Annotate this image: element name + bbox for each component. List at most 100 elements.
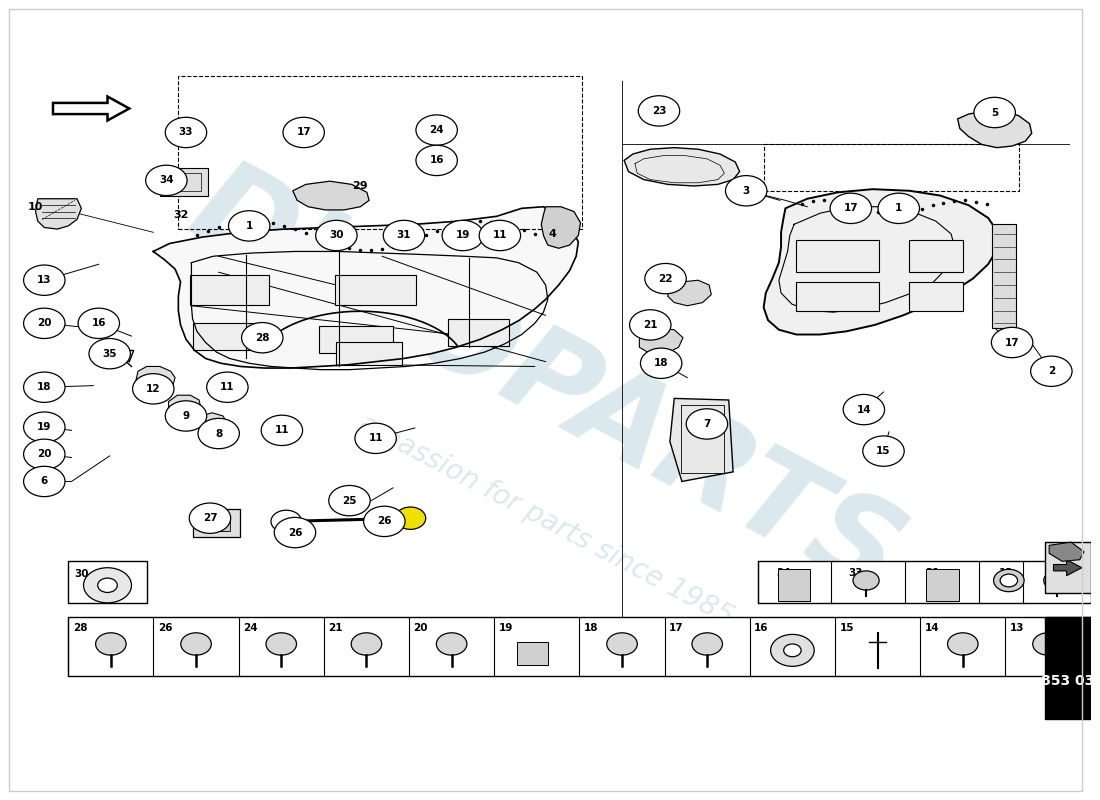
Text: 23: 23 (651, 106, 667, 116)
Text: 15: 15 (839, 623, 854, 633)
Text: 7: 7 (703, 419, 711, 429)
FancyBboxPatch shape (160, 169, 208, 195)
Polygon shape (1049, 542, 1084, 562)
Text: 17: 17 (1004, 338, 1020, 347)
Bar (68, 618, 1090, 675)
Text: 31: 31 (397, 230, 411, 241)
Text: 21: 21 (328, 623, 343, 633)
Polygon shape (1054, 560, 1082, 576)
Text: 16: 16 (91, 318, 106, 328)
Text: 20: 20 (37, 318, 52, 328)
Text: 34: 34 (777, 568, 791, 578)
Text: 18: 18 (37, 382, 52, 392)
Polygon shape (168, 395, 201, 424)
Text: 12: 12 (146, 384, 161, 394)
Bar (796, 282, 879, 310)
Text: 14: 14 (925, 623, 939, 633)
Circle shape (198, 418, 240, 449)
Text: 33: 33 (848, 568, 864, 578)
Text: 853 03: 853 03 (1041, 674, 1094, 687)
Circle shape (180, 633, 211, 655)
Circle shape (364, 506, 405, 537)
Text: 22: 22 (658, 274, 673, 284)
Circle shape (416, 115, 458, 146)
Text: 14: 14 (857, 405, 871, 414)
Polygon shape (639, 328, 683, 354)
Bar (992, 224, 1016, 328)
Circle shape (395, 507, 426, 530)
Text: 1: 1 (245, 221, 253, 231)
Circle shape (23, 466, 65, 497)
Text: 13: 13 (37, 275, 52, 286)
Text: 16: 16 (755, 623, 769, 633)
Bar (1045, 618, 1090, 719)
Circle shape (96, 633, 126, 655)
Text: 5: 5 (991, 107, 999, 118)
Circle shape (23, 412, 65, 442)
Text: 26: 26 (288, 527, 302, 538)
Text: 1: 1 (895, 203, 902, 214)
Text: 27: 27 (202, 513, 218, 523)
Circle shape (84, 568, 132, 603)
Circle shape (862, 436, 904, 466)
Circle shape (316, 220, 358, 250)
Text: 28: 28 (73, 623, 87, 633)
Bar (192, 322, 266, 350)
Circle shape (355, 423, 396, 454)
Circle shape (165, 401, 207, 431)
Circle shape (437, 633, 466, 655)
Circle shape (442, 220, 484, 250)
Text: 30: 30 (329, 230, 343, 241)
Circle shape (283, 118, 324, 148)
Circle shape (23, 372, 65, 402)
Circle shape (89, 338, 131, 369)
Text: 26: 26 (157, 623, 173, 633)
Circle shape (274, 518, 316, 548)
Text: 11: 11 (1045, 568, 1059, 578)
Text: 12: 12 (999, 568, 1013, 578)
Circle shape (23, 308, 65, 338)
Circle shape (878, 193, 920, 223)
Circle shape (686, 409, 728, 439)
Text: 11: 11 (275, 426, 289, 435)
Text: 33: 33 (178, 127, 194, 138)
Circle shape (692, 633, 723, 655)
Circle shape (271, 510, 301, 533)
Circle shape (23, 439, 65, 470)
Text: 19: 19 (498, 623, 513, 633)
Circle shape (1033, 633, 1064, 655)
Text: 19: 19 (455, 230, 470, 241)
Text: 17: 17 (844, 203, 858, 214)
Text: 34: 34 (160, 175, 174, 186)
Circle shape (480, 220, 520, 250)
FancyBboxPatch shape (192, 509, 241, 538)
Circle shape (993, 570, 1024, 592)
Polygon shape (763, 189, 999, 334)
Circle shape (266, 633, 297, 655)
Text: a passion for parts since 1985: a passion for parts since 1985 (354, 409, 737, 630)
Circle shape (229, 210, 270, 241)
Circle shape (242, 322, 283, 353)
Text: 24: 24 (243, 623, 257, 633)
Text: 13: 13 (1010, 623, 1024, 633)
Circle shape (165, 118, 207, 148)
Text: 6: 6 (41, 477, 48, 486)
Circle shape (383, 220, 425, 250)
Circle shape (991, 327, 1033, 358)
Bar (319, 326, 393, 353)
Bar (758, 562, 1090, 603)
Polygon shape (153, 206, 579, 368)
Circle shape (329, 486, 371, 516)
Text: 20: 20 (414, 623, 428, 633)
Circle shape (1031, 356, 1072, 386)
Text: 20: 20 (37, 450, 52, 459)
Bar (909, 240, 964, 272)
Circle shape (23, 265, 65, 295)
Text: 28: 28 (255, 333, 270, 342)
Bar (68, 562, 146, 603)
Text: 21: 21 (644, 320, 658, 330)
Circle shape (629, 310, 671, 340)
Circle shape (261, 415, 302, 446)
Circle shape (78, 308, 120, 338)
Text: 4: 4 (548, 229, 557, 239)
